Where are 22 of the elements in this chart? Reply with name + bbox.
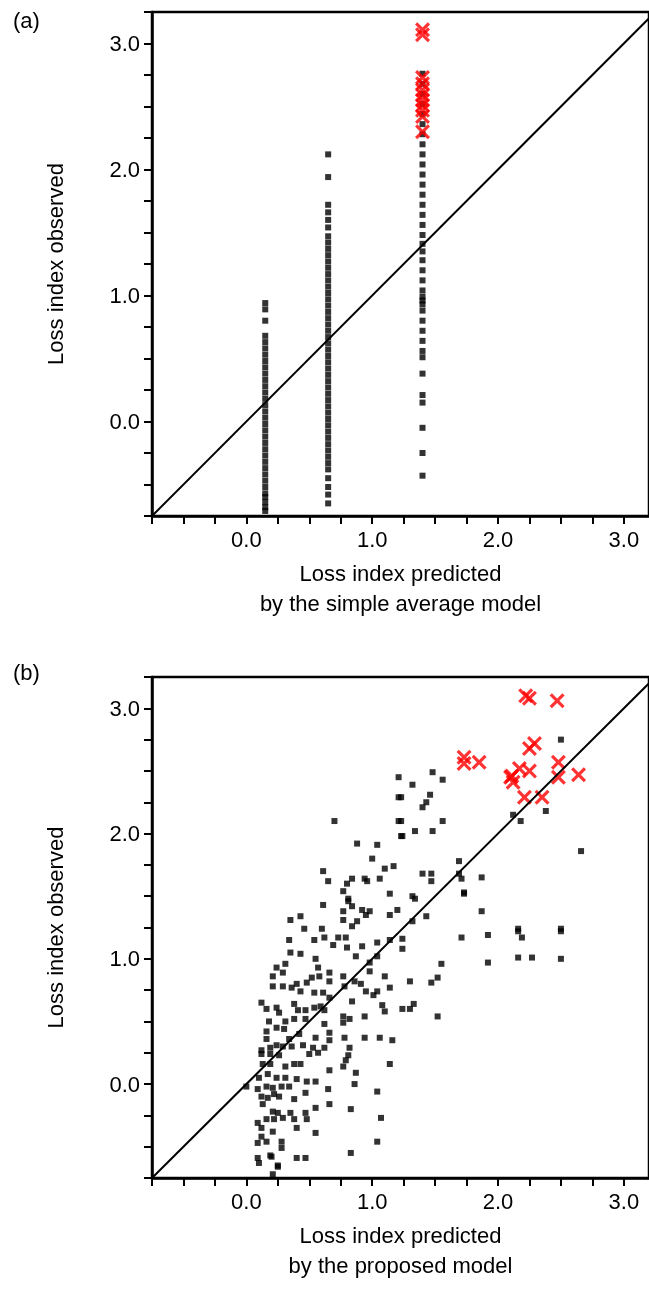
x-axis-title: Loss index predicted by the simple average model bbox=[259, 560, 542, 616]
x-axis-title: Loss index predicted by the proposed model bbox=[288, 1222, 513, 1278]
x-tick-label: 1.0 bbox=[356, 526, 388, 552]
x-tick-label: 1.0 bbox=[356, 1188, 388, 1214]
y-axis-title: Loss index observed bbox=[42, 826, 68, 1029]
y-tick-label: 0.0 bbox=[109, 409, 140, 434]
y-axis-title: Loss index observed bbox=[42, 163, 68, 365]
x-tick-label: 2.0 bbox=[482, 1188, 514, 1214]
y-tick-label: 1.0 bbox=[109, 946, 140, 972]
y-tick-label: 2.0 bbox=[109, 821, 140, 847]
x-tick-label: 3.0 bbox=[608, 526, 640, 552]
y-tick-label: 2.0 bbox=[109, 157, 140, 182]
x-tick-label: 3.0 bbox=[608, 1188, 640, 1214]
x-tick-label: 0.0 bbox=[231, 1188, 262, 1214]
x-tick-label: 0.0 bbox=[231, 526, 262, 552]
chart-title: (a) bbox=[13, 7, 40, 33]
x-tick-label: 2.0 bbox=[482, 526, 514, 552]
y-tick-label: 1.0 bbox=[109, 283, 140, 308]
y-tick-label: 3.0 bbox=[109, 695, 140, 721]
y-tick-label: 3.0 bbox=[109, 31, 140, 56]
chart-title: (b) bbox=[13, 659, 40, 685]
y-tick-label: 0.0 bbox=[109, 1071, 140, 1097]
